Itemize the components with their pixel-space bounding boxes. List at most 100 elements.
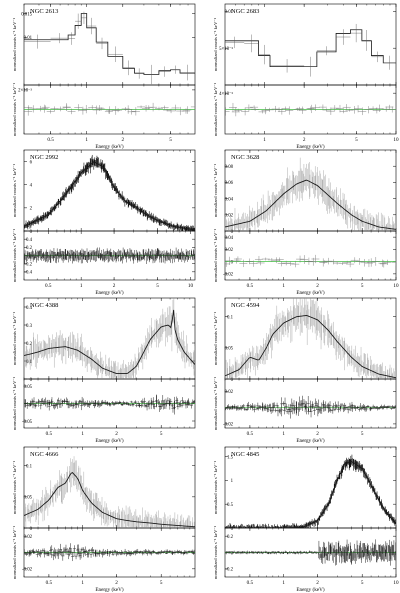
- residual-y-axis-label: normalized counts s⁻¹ keV⁻¹: [213, 82, 218, 136]
- y-tick-label: 1: [231, 479, 234, 484]
- top-panel-frame: [23, 149, 196, 232]
- residual-y-tick-label: -0.05: [22, 420, 33, 425]
- y-axis-label: normalized counts s⁻¹ keV⁻¹: [12, 460, 17, 514]
- panel-title: NGC 2992: [30, 154, 58, 161]
- x-axis-label: Energy (keV): [296, 289, 325, 296]
- x-axis-label: Energy (keV): [296, 586, 325, 593]
- x-tick-label: 2: [115, 580, 118, 586]
- model-curve: [24, 472, 195, 528]
- x-tick-label: 0.5: [46, 580, 53, 586]
- residual-data: [24, 247, 195, 264]
- residual-data: [225, 395, 396, 419]
- y-axis-label: normalized counts s⁻¹ keV⁻¹: [12, 311, 17, 365]
- model-curve: [24, 309, 195, 375]
- y-tick-label: 0.01: [225, 10, 234, 15]
- panel-ngc-4666: NGC 4666 0.5 1 2 5 Energy (keV) 0 0.05 0.1 -0.02 0…: [12, 446, 196, 593]
- y-tick-label: 0.5: [227, 503, 234, 508]
- x-tick-label: 10: [393, 137, 399, 143]
- y-axis-label: normalized counts s⁻¹ keV⁻¹: [213, 17, 218, 71]
- x-tick-label: 2: [316, 283, 319, 289]
- residual-y-axis-label: normalized counts s⁻¹ keV⁻¹: [12, 228, 17, 282]
- y-tick-label: 1.5: [227, 455, 234, 460]
- panel-title: NGC 4594: [231, 302, 260, 309]
- x-tick-label: 5: [361, 283, 364, 289]
- residual-y-tick-label: 4×10⁻³: [219, 91, 233, 97]
- residual-data: [225, 102, 396, 117]
- residual-y-tick-label: 0.05: [24, 385, 33, 390]
- residual-y-tick-label: 0: [231, 551, 234, 556]
- x-tick-label: 1: [282, 431, 285, 437]
- model-step-line: [225, 29, 396, 67]
- x-tick-label: 10: [393, 283, 399, 289]
- residual-data: [225, 539, 396, 566]
- y-tick-label: 0: [30, 378, 33, 383]
- y-axis-label: normalized counts s⁻¹ keV⁻¹: [12, 17, 17, 71]
- x-tick-label: 5: [355, 137, 358, 143]
- model-step-line: [24, 13, 195, 75]
- residual-data: [225, 254, 396, 268]
- spectrum-data: [24, 154, 195, 231]
- y-axis-label: normalized counts s⁻¹ keV⁻¹: [213, 163, 218, 217]
- spectrum-data: [225, 454, 396, 528]
- residual-y-tick-label: 0.04: [225, 236, 234, 241]
- residual-data: [24, 394, 195, 415]
- residual-y-axis-label: normalized counts s⁻¹ keV⁻¹: [213, 525, 218, 579]
- x-axis-label: Energy (keV): [95, 437, 124, 444]
- residual-y-axis-label: normalized counts s⁻¹ keV⁻¹: [12, 376, 17, 430]
- x-tick-label: 5: [160, 431, 163, 437]
- x-tick-label: 1: [81, 431, 84, 437]
- x-tick-label: 2: [303, 137, 306, 143]
- x-tick-label: 0.5: [47, 137, 54, 143]
- y-axis-label: normalized counts s⁻¹ keV⁻¹: [213, 311, 218, 365]
- y-axis-label: normalized counts s⁻¹ keV⁻¹: [12, 163, 17, 217]
- x-tick-label: 2: [115, 431, 118, 437]
- residual-panel-frame: [224, 230, 397, 281]
- x-tick-label: 5: [361, 580, 364, 586]
- x-tick-label: 5: [160, 580, 163, 586]
- y-axis-label: normalized counts s⁻¹ keV⁻¹: [213, 460, 218, 514]
- residual-panel-frame: [224, 378, 397, 429]
- x-tick-label: 0.5: [45, 283, 52, 289]
- residual-y-axis-label: normalized counts s⁻¹ keV⁻¹: [12, 525, 17, 579]
- panel-title: NGC 2613: [30, 8, 58, 15]
- spectrum-data: [24, 298, 195, 379]
- x-tick-label: 1: [80, 283, 83, 289]
- residual-y-tick-label: -0.02: [22, 568, 33, 573]
- x-tick-label: 0.5: [247, 283, 254, 289]
- residual-y-axis-label: normalized counts s⁻¹ keV⁻¹: [12, 82, 17, 136]
- x-tick-label: 2: [113, 283, 116, 289]
- spectrum-data: [225, 23, 396, 77]
- y-tick-label: 0: [231, 527, 234, 532]
- residual-y-tick-label: 0.02: [24, 535, 33, 540]
- y-tick-label: 0.05: [225, 347, 234, 352]
- y-tick-label: 0: [30, 527, 33, 532]
- residual-y-tick-label: 0.4: [26, 238, 33, 243]
- x-tick-label: 5: [361, 431, 364, 437]
- panel-ngc-2683: NGC 2683 1 2 5 10 Energy (keV) 5×10⁻³ 0.01 4×10⁻…: [213, 3, 399, 150]
- residual-y-tick-label: -0.4: [24, 271, 32, 276]
- y-tick-label: 4: [30, 184, 33, 189]
- residual-y-tick-label: -0.02: [223, 273, 234, 278]
- x-axis-label: Energy (keV): [95, 143, 124, 150]
- panel-ngc-2613: NGC 2613 0.5 1 2 5 Energy (keV) 0.01 0.015 2×10⁻…: [12, 3, 196, 150]
- panel-title: NGC 3628: [231, 154, 259, 161]
- residual-y-tick-label: 0: [30, 551, 33, 556]
- panel-title: NGC 4845: [231, 451, 259, 458]
- spectrum-data: [225, 298, 396, 379]
- x-tick-label: 1: [263, 137, 266, 143]
- y-tick-label: 5×10⁻³: [219, 46, 233, 52]
- y-tick-label: 0.015: [21, 12, 32, 17]
- residual-y-tick-label: -0.02: [223, 423, 234, 428]
- y-tick-label: 0: [231, 230, 234, 235]
- residual-y-tick-label: 2×10⁻³: [18, 88, 32, 94]
- x-axis-label: Energy (keV): [296, 143, 325, 150]
- residual-data: [24, 102, 195, 116]
- y-tick-label: 0.1: [26, 464, 33, 469]
- x-axis-label: Energy (keV): [296, 437, 325, 444]
- y-tick-label: 0.01: [24, 36, 33, 41]
- x-tick-label: 5: [156, 283, 159, 289]
- y-tick-label: 0.1: [227, 315, 234, 320]
- model-curve: [225, 461, 396, 528]
- top-panel-frame: [23, 3, 196, 86]
